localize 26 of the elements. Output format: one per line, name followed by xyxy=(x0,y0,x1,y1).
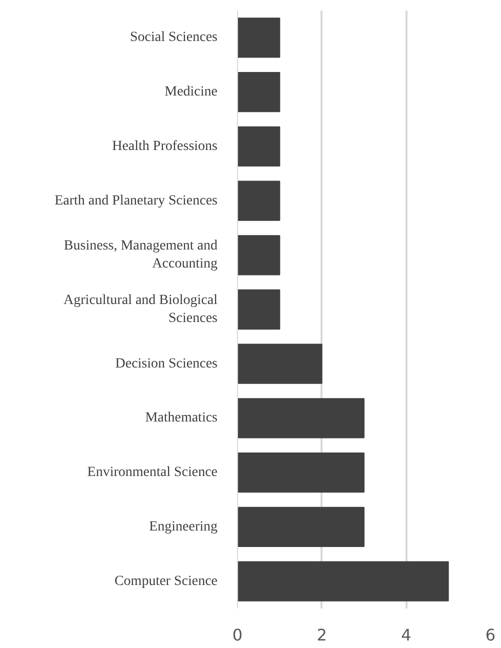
x-tick-label: 4 xyxy=(401,626,412,644)
bar xyxy=(238,506,364,548)
x-tick-label: 2 xyxy=(316,626,327,644)
bar xyxy=(238,452,364,493)
bar xyxy=(238,289,280,330)
x-tick-label: 0 xyxy=(232,626,243,644)
y-tick-label: Mathematics xyxy=(145,410,218,426)
y-tick-label: Agricultural and Biological Sciences xyxy=(64,293,218,326)
y-tick-label: Engineering xyxy=(149,519,218,534)
y-tick-label: Social Sciences xyxy=(130,30,218,46)
y-tick-label: Environmental Science xyxy=(87,465,218,480)
y-tick-label: Decision Sciences xyxy=(115,356,218,372)
y-tick-label: Health Professions xyxy=(112,138,218,154)
bar xyxy=(238,126,280,166)
y-tick-label: Earth and Planetary Sciences xyxy=(54,193,218,208)
bar xyxy=(238,235,280,276)
y-tick-label: Computer Science xyxy=(114,574,218,589)
bar xyxy=(238,180,280,221)
bar xyxy=(238,18,280,58)
y-tick-label: Medicine xyxy=(164,84,218,100)
x-tick-label: 6 xyxy=(485,626,496,644)
bar xyxy=(238,344,322,384)
bar xyxy=(238,561,449,602)
y-tick-label: Business, Management and Accounting xyxy=(64,238,218,272)
bar xyxy=(238,72,280,112)
bar xyxy=(238,398,364,438)
